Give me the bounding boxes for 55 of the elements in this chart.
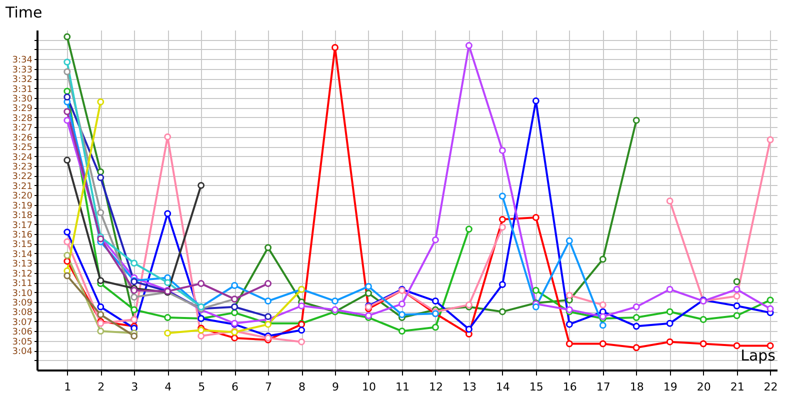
x-tick-label: 13 (462, 380, 476, 394)
y-tick-label: 3:27 (12, 124, 32, 134)
y-tick-label: 3:06 (12, 328, 33, 338)
x-tick-label: 6 (232, 380, 239, 394)
x-tick-label: 19 (663, 380, 678, 394)
x-tick-label: 5 (198, 380, 206, 394)
x-tick-label: 4 (164, 380, 172, 394)
y-tick-label: 3:30 (12, 94, 33, 104)
y-tick-label: 3:05 (12, 337, 32, 348)
x-tick-label: 14 (496, 380, 510, 394)
x-tick-label: 17 (596, 380, 610, 394)
x-tick-label: 15 (529, 380, 544, 394)
x-tick-label: 7 (265, 380, 272, 394)
y-tick-label: 3:10 (12, 288, 33, 299)
x-tick-label: 1 (64, 380, 72, 394)
y-tick-label: 3:25 (12, 143, 32, 154)
y-tick-label: 3:34 (12, 56, 33, 66)
y-tick-label: 3:29 (12, 104, 33, 114)
y-tick-label: 3:19 (12, 201, 33, 212)
y-tick-label: 3:21 (12, 182, 32, 192)
y-tick-label: 3:04 (12, 347, 33, 358)
y-tick-label: 3:24 (12, 152, 33, 163)
y-tick-label: 3:15 (12, 240, 32, 250)
y-tick-label: 3:13 (12, 260, 32, 270)
x-axis-title: Laps (740, 346, 776, 364)
x-tick-label: 12 (428, 380, 443, 394)
y-tick-label: 3:11 (12, 279, 32, 290)
x-tick-label: 21 (730, 380, 744, 394)
y-tick-label: 3:31 (12, 84, 32, 95)
y-tick-label: 3:22 (12, 172, 32, 182)
y-tick-label: 3:28 (12, 114, 33, 124)
y-axis-title: Time (4, 4, 42, 22)
x-tick-label: 20 (696, 380, 711, 394)
y-tick-label: 3:23 (12, 162, 32, 172)
x-tick-label: 2 (98, 380, 105, 394)
x-tick-label: 11 (395, 380, 410, 394)
y-tick-label: 3:07 (12, 318, 32, 328)
x-tick-label: 3 (131, 380, 138, 394)
y-tick-label: 3:17 (12, 220, 32, 231)
y-tick-label: 3:20 (12, 192, 33, 202)
y-tick-label: 3:14 (12, 250, 33, 260)
y-tick-label: 3:09 (12, 298, 33, 308)
y-tick-label: 3:32 (12, 75, 32, 86)
y-tick-label: 3:33 (12, 65, 32, 76)
y-tick-label: 3:18 (12, 211, 33, 222)
x-tick-label: 8 (298, 380, 306, 394)
y-tick-label: 3:12 (12, 269, 32, 280)
x-tick-label: 10 (362, 380, 376, 394)
y-tick-label: 3:08 (12, 308, 33, 318)
x-tick-label: 18 (630, 380, 644, 394)
y-tick-label: 3:16 (12, 230, 33, 240)
x-tick-label: 22 (764, 380, 778, 394)
y-tick-label: 3:26 (12, 133, 33, 144)
x-tick-label: 16 (562, 380, 577, 394)
x-tick-label: 9 (332, 380, 340, 394)
